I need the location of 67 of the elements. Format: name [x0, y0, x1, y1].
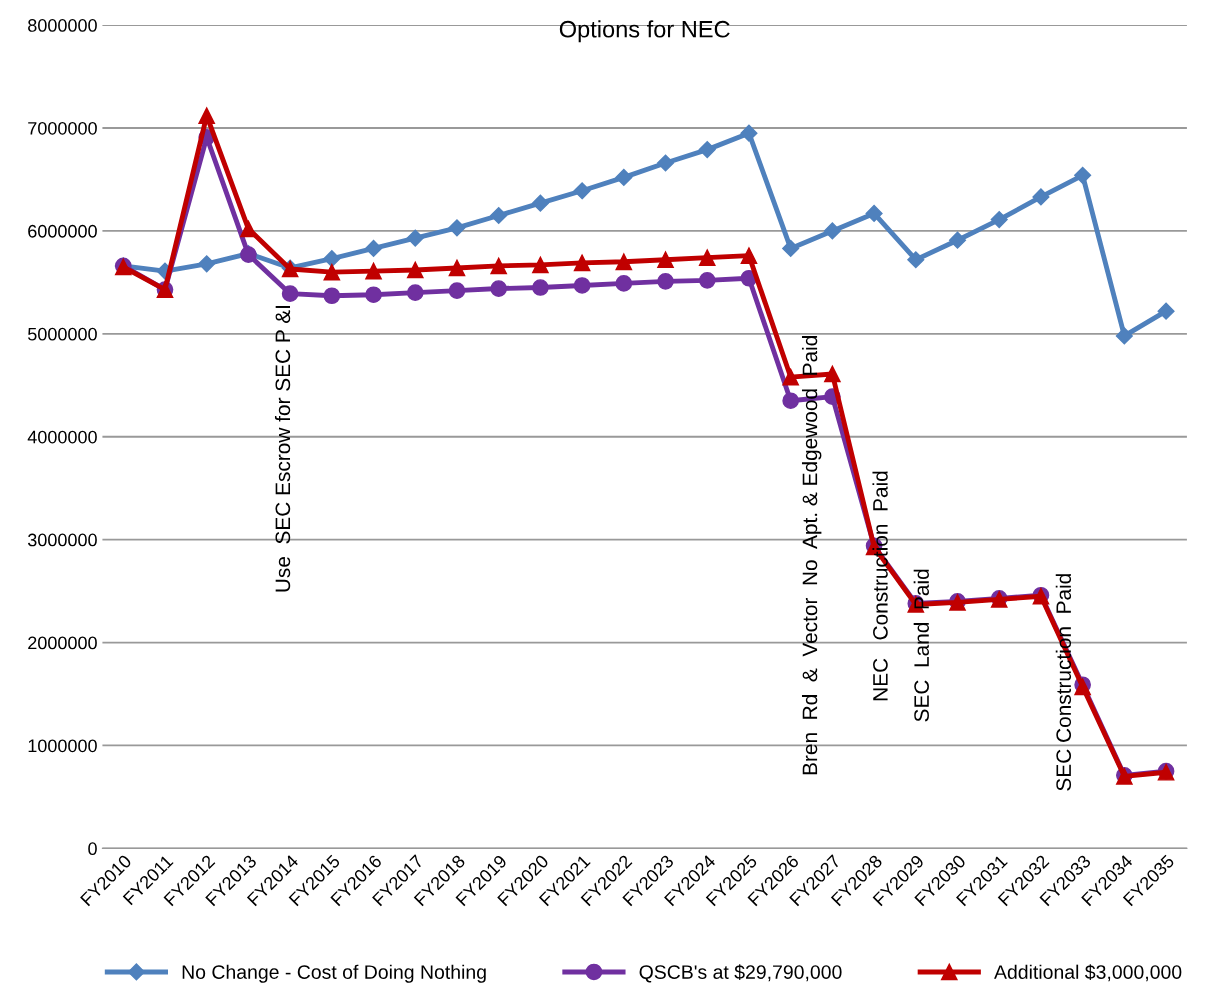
point — [615, 275, 633, 292]
point — [1115, 327, 1133, 345]
point — [448, 219, 466, 237]
point — [698, 249, 716, 267]
point — [365, 286, 382, 304]
point — [532, 256, 549, 274]
point — [823, 222, 841, 240]
point — [948, 231, 967, 249]
point — [406, 284, 424, 302]
point — [406, 229, 424, 247]
point — [1074, 166, 1092, 184]
point — [740, 124, 758, 142]
y-tick-label: 6000000 — [28, 224, 97, 238]
annotation: Use SEC Escrow for SEC P &I — [274, 306, 291, 592]
point — [323, 250, 341, 268]
point — [615, 168, 633, 186]
point — [281, 285, 299, 303]
point — [323, 263, 341, 281]
legend-label: QSCB's at $29,790,000 — [639, 964, 842, 983]
annotation: NEC Construction Paid — [872, 471, 888, 701]
point — [1032, 188, 1050, 206]
point — [406, 261, 424, 279]
point — [907, 251, 925, 269]
y-tick-label: 8000000 — [28, 19, 97, 32]
point — [573, 277, 591, 294]
point — [740, 247, 758, 264]
y-tick-label: 2000000 — [28, 636, 97, 650]
point — [990, 211, 1008, 229]
point — [490, 206, 508, 225]
point — [531, 194, 549, 212]
point — [1157, 302, 1175, 320]
point — [448, 282, 466, 299]
y-tick-label: 0 — [88, 842, 97, 856]
legend-label: No Change - Cost of Doing Nothing — [182, 964, 486, 983]
point — [573, 254, 591, 272]
point — [490, 257, 508, 275]
chart-title: Options for NEC — [559, 20, 730, 43]
point — [782, 368, 799, 386]
y-tick-label: 5000000 — [28, 327, 97, 341]
annotation: SEC Construction Paid — [1055, 574, 1072, 791]
point — [198, 107, 216, 124]
point — [865, 204, 883, 222]
point — [364, 239, 383, 257]
point — [573, 182, 591, 200]
point — [824, 365, 841, 383]
point — [782, 392, 799, 410]
point — [448, 259, 466, 277]
y-tick-label: 3000000 — [27, 533, 97, 547]
point — [657, 251, 674, 269]
point — [782, 239, 800, 257]
point — [656, 154, 675, 172]
point — [323, 287, 341, 305]
point — [698, 271, 716, 289]
annotation: Bren Rd & Vector No Apt. & Edgewood Paid — [801, 336, 822, 775]
y-tick-label: 4000000 — [27, 430, 97, 444]
y-tick-label: 1000000 — [28, 739, 97, 753]
point — [365, 262, 382, 280]
point — [490, 280, 508, 297]
point — [698, 141, 716, 159]
point — [615, 253, 633, 271]
annotation: SEC Land Paid — [913, 569, 929, 722]
y-tick-label: 7000000 — [28, 121, 97, 135]
point — [532, 279, 549, 296]
point — [240, 220, 257, 238]
point — [198, 255, 216, 273]
point — [657, 273, 674, 290]
legend-label: Additional $3,000,000 — [994, 964, 1182, 982]
